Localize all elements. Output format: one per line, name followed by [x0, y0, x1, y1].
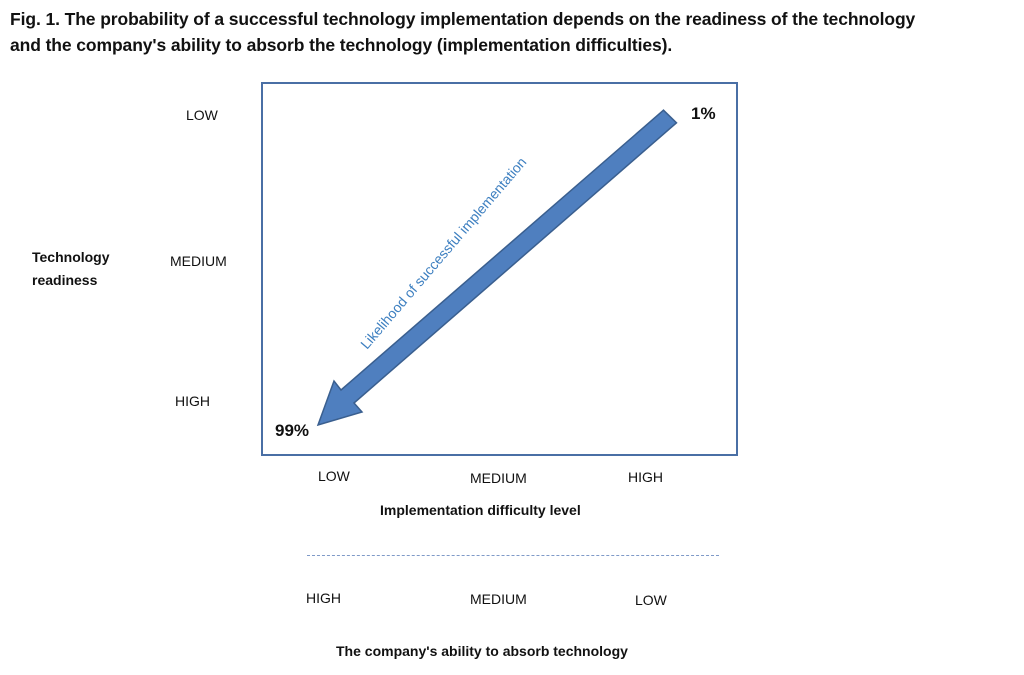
x-top-level-high: HIGH [628, 469, 663, 485]
caption-line-1: Fig. 1. The probability of a successful … [10, 9, 916, 29]
figure-caption: Fig. 1. The probability of a successful … [10, 6, 1018, 58]
start-percentage: 1% [691, 104, 716, 123]
axis-separator [307, 555, 719, 556]
y-level-low: LOW [186, 107, 218, 123]
end-percentage: 99% [275, 421, 310, 440]
y-axis-title-line-2: readiness [32, 272, 98, 288]
y-axis-title-line-1: Technology [32, 249, 110, 265]
y-axis-title: Technology readiness [32, 246, 110, 292]
y-level-high: HIGH [175, 393, 210, 409]
arrow-shape [316, 109, 678, 427]
x-bottom-axis-title: The company's ability to absorb technolo… [336, 643, 628, 659]
caption-line-2: and the company's ability to absorb the … [10, 35, 673, 55]
x-top-level-low: LOW [318, 468, 350, 484]
y-level-medium: MEDIUM [170, 253, 227, 269]
x-top-axis-title: Implementation difficulty level [380, 502, 581, 518]
x-bottom-level-high: HIGH [306, 590, 341, 606]
likelihood-arrow: Likelihood of successful implementation [316, 109, 678, 427]
x-bottom-level-medium: MEDIUM [470, 591, 527, 607]
x-bottom-level-low: LOW [635, 592, 667, 608]
x-top-level-medium: MEDIUM [470, 470, 527, 486]
